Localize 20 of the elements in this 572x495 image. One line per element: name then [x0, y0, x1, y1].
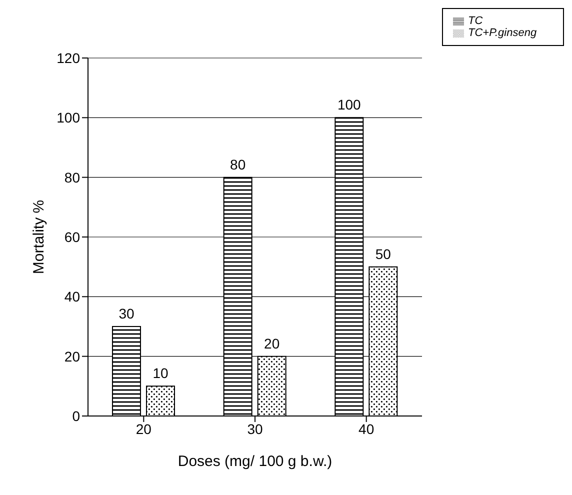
x-tick-label: 40: [358, 420, 374, 437]
x-axis-title: Doses (mg/ 100 g b.w.): [178, 453, 332, 470]
legend-label: TC+P.ginseng: [468, 27, 537, 39]
data-label: 50: [375, 246, 392, 262]
x-tick-label: 30: [247, 420, 263, 437]
y-tick-label: 40: [64, 288, 80, 305]
data-label: 80: [230, 156, 246, 172]
y-tick-label: 60: [64, 228, 80, 245]
data-label: 30: [118, 306, 134, 322]
data-label: 100: [337, 96, 362, 113]
y-axis-title: Mortality %: [30, 200, 48, 274]
y-tick-label: 80: [64, 169, 80, 186]
y-tick-label: 20: [64, 348, 80, 364]
legend-label: TC: [468, 15, 483, 27]
data-label: 10: [152, 365, 168, 382]
x-tick-label: 20: [136, 420, 152, 437]
y-tick-label: 120: [56, 50, 80, 66]
data-label: 20: [264, 335, 280, 352]
y-tick-label: 100: [56, 110, 80, 126]
y-tick-label: 0: [72, 408, 80, 424]
